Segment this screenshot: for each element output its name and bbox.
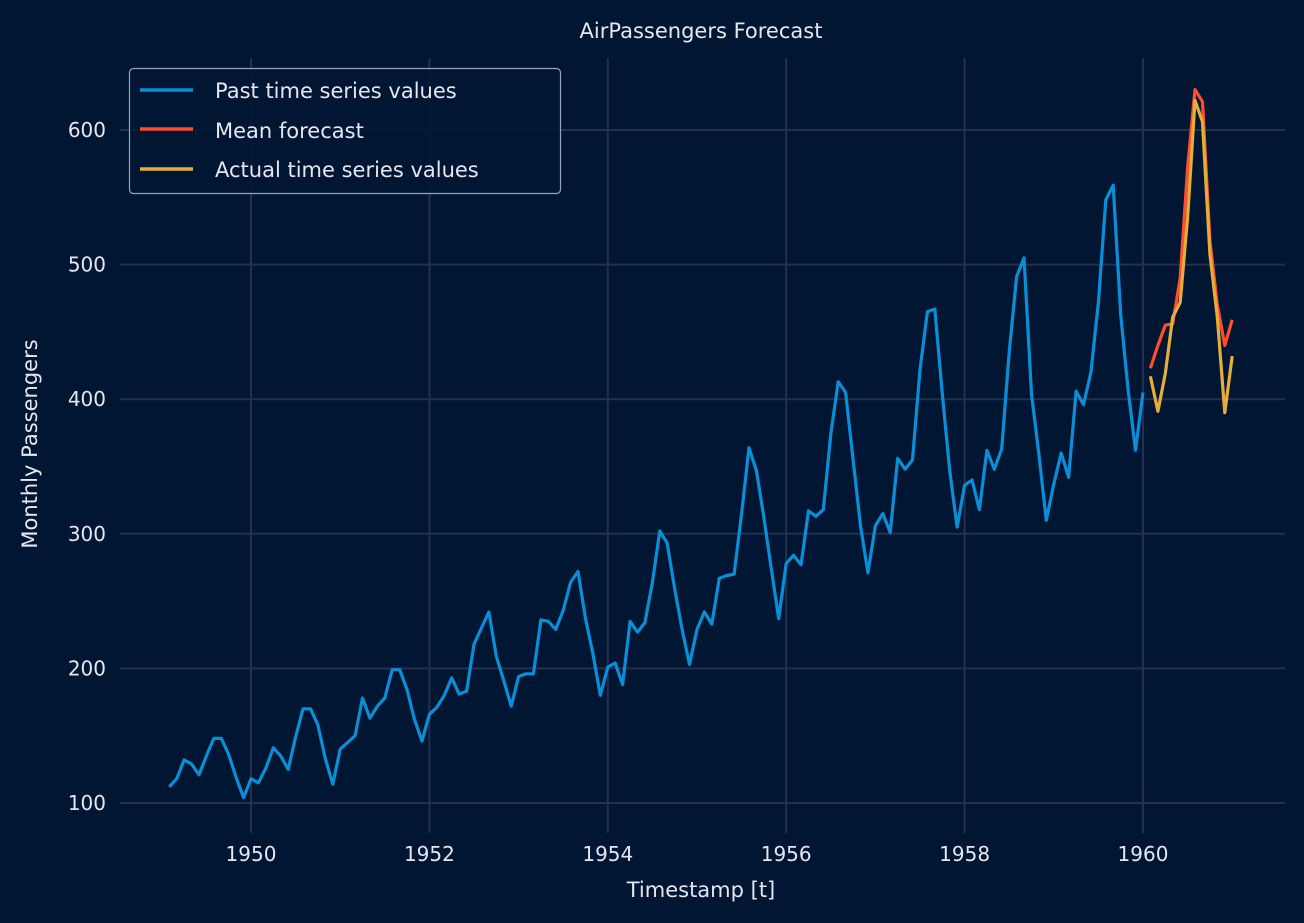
x-tick-label: 1956 xyxy=(761,842,812,866)
grid xyxy=(120,58,1285,833)
x-tick-label: 1950 xyxy=(226,842,277,866)
y-tick-label: 400 xyxy=(68,387,106,411)
series-group xyxy=(168,87,1234,800)
chart-title: AirPassengers Forecast xyxy=(580,19,823,43)
x-axis-label: Timestamp [t] xyxy=(626,878,776,902)
y-tick-label: 300 xyxy=(68,522,106,546)
y-tick-label: 100 xyxy=(68,791,106,815)
y-tick-label: 200 xyxy=(68,656,106,680)
x-tick-label: 1954 xyxy=(582,842,633,866)
x-tick-label: 1960 xyxy=(1118,842,1169,866)
x-tick-label: 1952 xyxy=(404,842,455,866)
y-axis-label: Monthly Passengers xyxy=(18,339,42,548)
y-tick-labels: 100 200 300 400 500 600 xyxy=(68,118,106,815)
legend-label-forecast: Mean forecast xyxy=(215,119,364,143)
x-tick-labels: 1950 1952 1954 1956 1958 1960 xyxy=(226,842,1169,866)
y-tick-label: 500 xyxy=(68,253,106,277)
legend-label-past: Past time series values xyxy=(215,79,457,103)
series-actual-values xyxy=(1148,98,1234,415)
legend-label-actual: Actual time series values xyxy=(215,158,479,182)
y-tick-label: 600 xyxy=(68,118,106,142)
x-tick-label: 1958 xyxy=(939,842,990,866)
series-mean-forecast xyxy=(1148,87,1234,369)
series-past-values xyxy=(168,183,1145,800)
legend: Past time series values Mean forecast Ac… xyxy=(128,67,562,195)
legend-box xyxy=(128,67,562,195)
